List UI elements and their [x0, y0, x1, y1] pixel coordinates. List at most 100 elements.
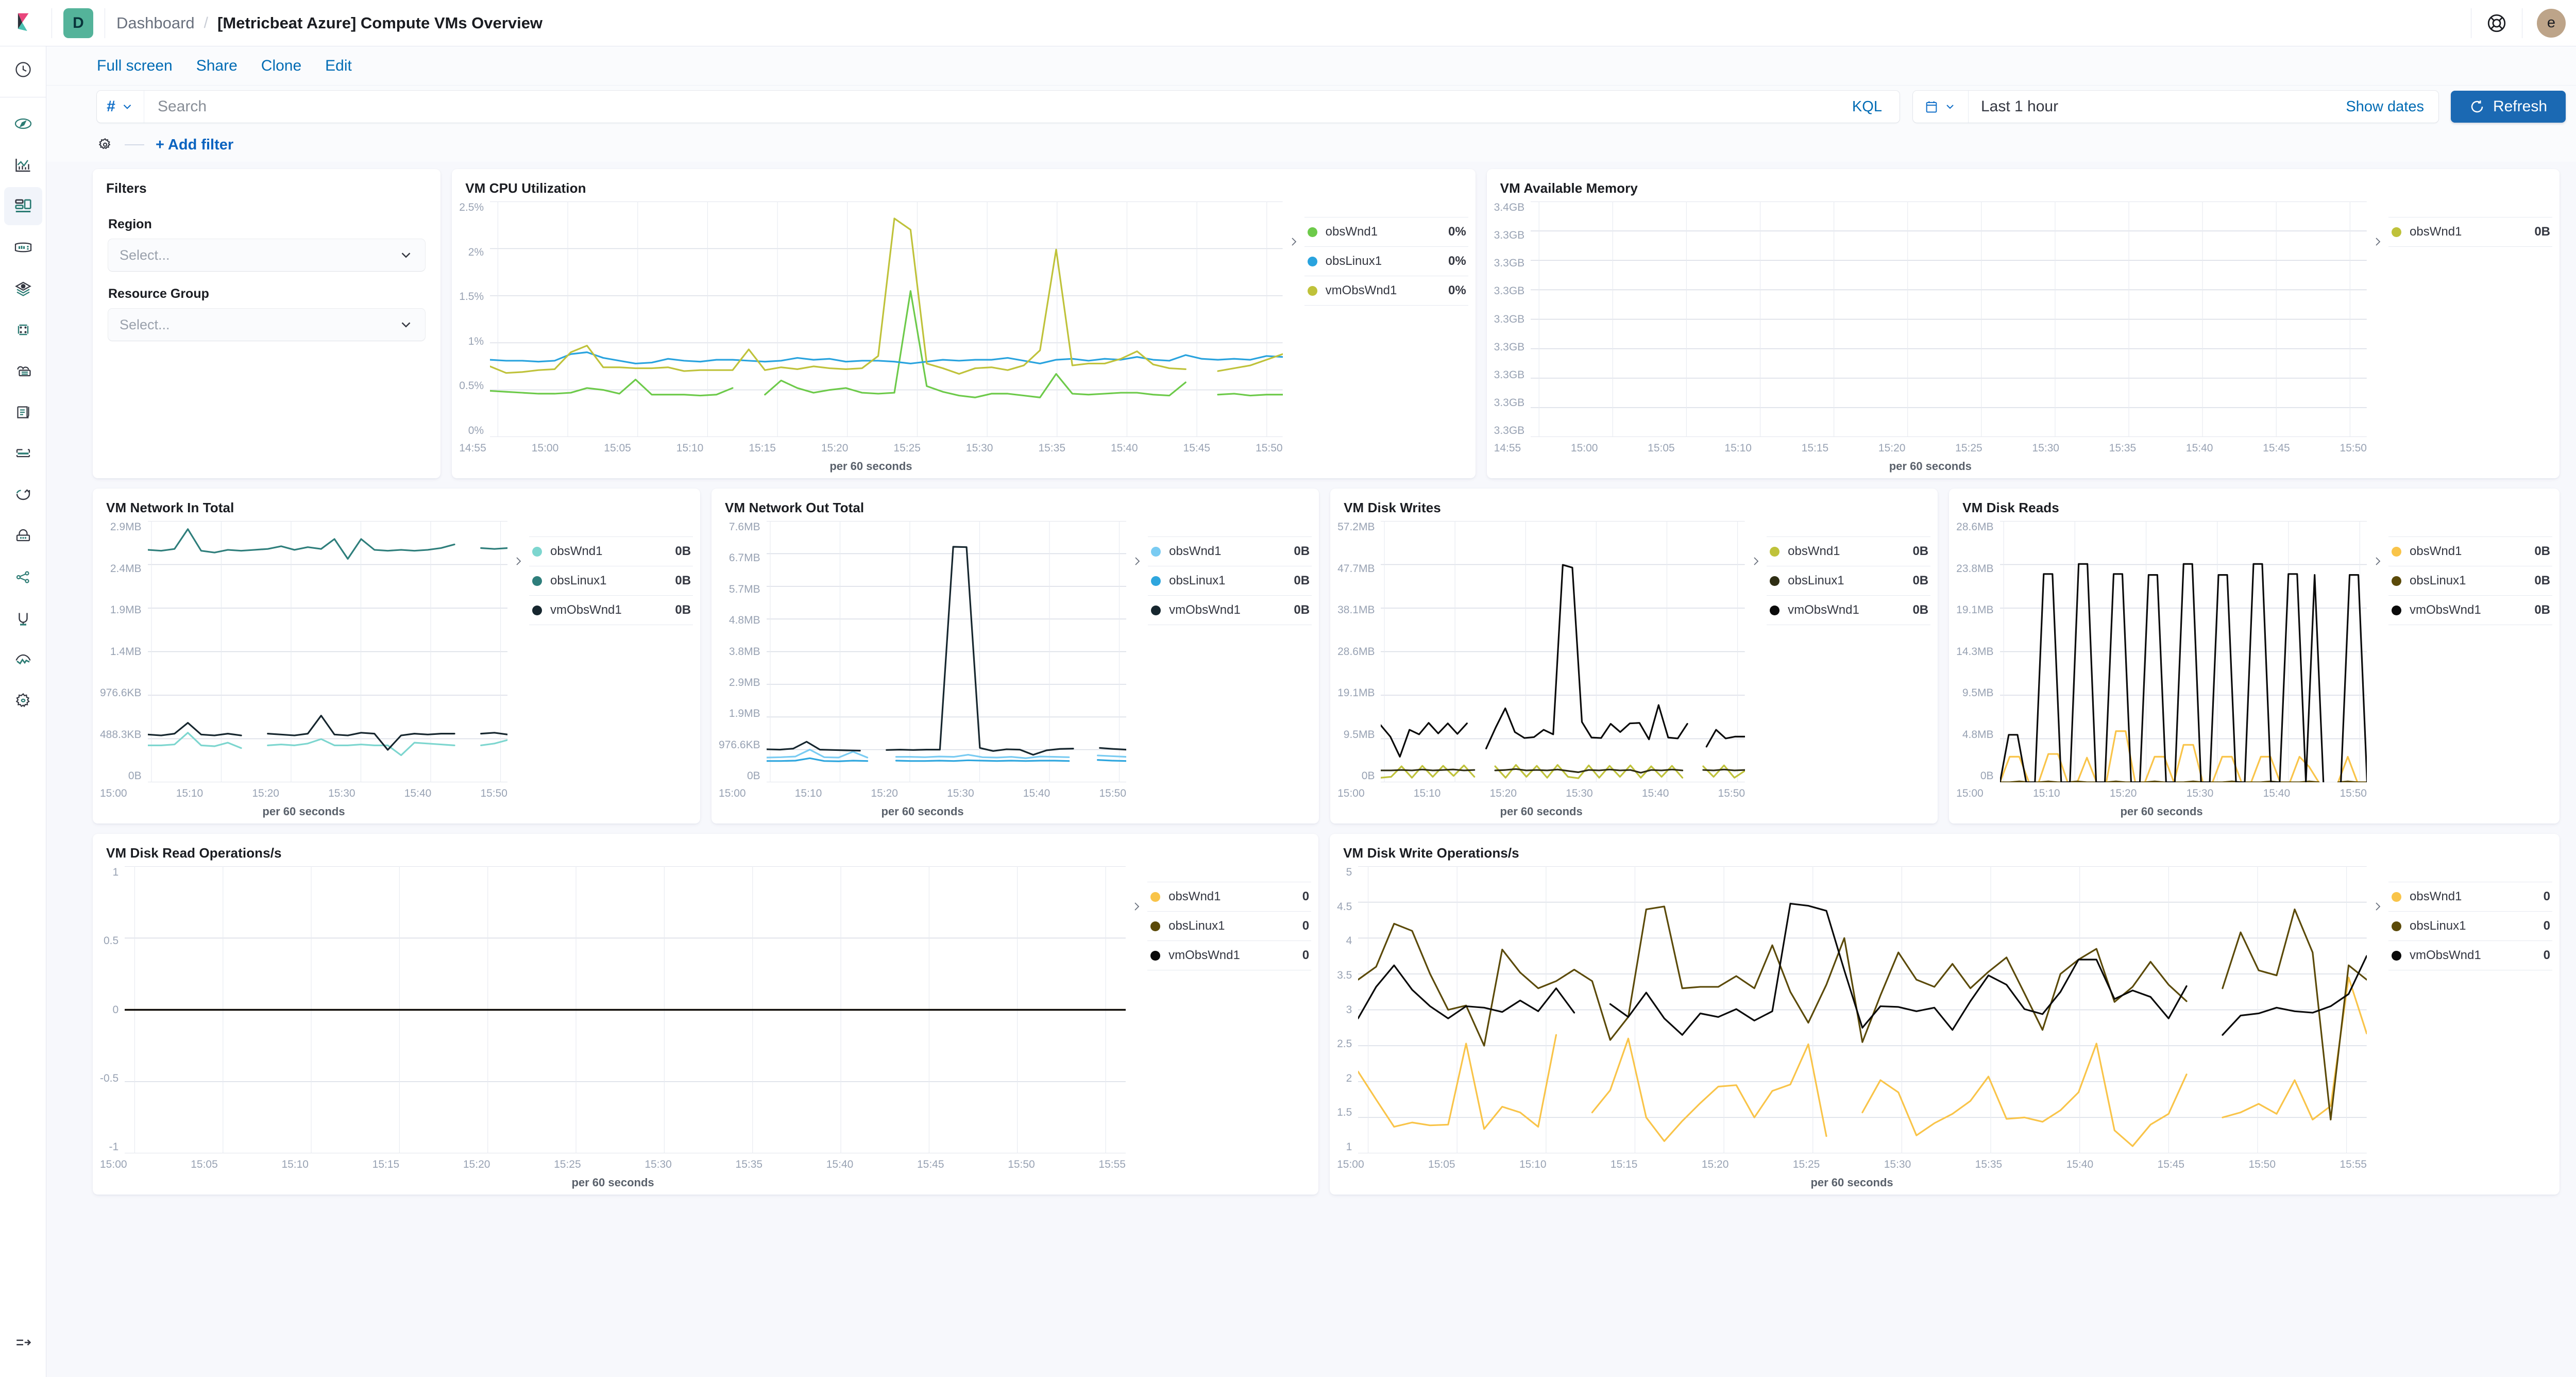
- legend-expand-chevron-icon[interactable]: [1745, 536, 1767, 567]
- legend-item[interactable]: obsLinux1 0B: [2388, 566, 2553, 596]
- legend-item[interactable]: obsLinux1 0: [2388, 912, 2552, 941]
- plot-area[interactable]: [125, 866, 1126, 1153]
- calendar-icon[interactable]: [1913, 91, 1969, 123]
- collapse-arrow-icon[interactable]: [4, 1323, 42, 1362]
- legend-expand-chevron-icon[interactable]: [2367, 217, 2388, 248]
- filter-settings-gear-icon[interactable]: [97, 137, 113, 153]
- series-line: [1381, 769, 1745, 773]
- sidebar-item-logs[interactable]: [4, 393, 42, 431]
- legend-item[interactable]: obsLinux1 0B: [1767, 566, 1931, 596]
- legend-item[interactable]: obsWnd1 0B: [1767, 536, 1931, 566]
- y-axis-tick: 4.8MB: [1962, 728, 1994, 741]
- sidebar-item-dashboard[interactable]: [4, 187, 42, 225]
- legend-item[interactable]: obsLinux1 0B: [529, 566, 693, 596]
- legend-expand-chevron-icon[interactable]: [1283, 217, 1304, 248]
- sidebar-item-recently-viewed[interactable]: [4, 51, 42, 89]
- legend-item[interactable]: vmObsWnd1 0B: [1767, 596, 1931, 625]
- sidebar-item-visualize[interactable]: [4, 146, 42, 184]
- help-lifebuoy-icon[interactable]: [2486, 12, 2507, 34]
- refresh-button[interactable]: Refresh: [2450, 91, 2566, 123]
- region-select[interactable]: Select...: [108, 239, 426, 271]
- y-axis-tick: 3.3GB: [1494, 368, 1525, 381]
- legend-item[interactable]: vmObsWnd1 0: [1147, 941, 1312, 970]
- plot-area[interactable]: [2000, 521, 2367, 782]
- plot-area[interactable]: [1531, 201, 2367, 437]
- legend-expand-chevron-icon[interactable]: [507, 536, 529, 567]
- legend: obsWnd1 0B obsLinux1 0B vmObsWnd1 0B: [1126, 521, 1312, 818]
- x-axis-tick: 15:50: [1718, 787, 1745, 799]
- legend-expand-chevron-icon[interactable]: [1126, 882, 1147, 913]
- x-axis-tick: 15:50: [2340, 442, 2367, 454]
- panel-title: VM Network In Total: [106, 500, 234, 515]
- dashboard-row-1: Filters Region Select... Resource Group …: [93, 169, 2560, 478]
- search-input[interactable]: [144, 98, 1835, 115]
- y-axis-tick: 488.3KB: [100, 728, 142, 741]
- chart-area: 28.6MB 23.8MB 19.1MB 14.3MB 9.5MB 4.8MB 0B: [1956, 521, 2367, 782]
- x-axis-tick: 15:10: [1519, 1158, 1547, 1170]
- visualization[interactable]: 2.5% 2% 1.5% 1% 0.5% 0% 14:55 15:00 15:05 15:10 15…: [459, 201, 1282, 473]
- legend-expand-chevron-icon[interactable]: [2367, 882, 2388, 913]
- x-axis-label: per 60 seconds: [881, 805, 964, 818]
- clone-button[interactable]: Clone: [261, 57, 302, 74]
- legend-item[interactable]: obsWnd1 0B: [529, 536, 693, 566]
- app-badge[interactable]: D: [63, 8, 93, 38]
- legend-item[interactable]: vmObsWnd1 0B: [2388, 596, 2553, 625]
- plot-area[interactable]: [1358, 866, 2367, 1153]
- legend-item[interactable]: obsWnd1 0B: [2388, 536, 2553, 566]
- elastic-logo-icon[interactable]: [11, 12, 40, 35]
- legend: obsWnd1 0B: [2367, 201, 2552, 473]
- show-dates-button[interactable]: Show dates: [2346, 98, 2424, 115]
- query-language-button[interactable]: KQL: [1852, 98, 1882, 115]
- legend-item[interactable]: vmObsWnd1 0: [2388, 941, 2552, 970]
- visualization[interactable]: 2.9MB 2.4MB 1.9MB 1.4MB 976.6KB 488.3KB 0B 15:0…: [100, 521, 507, 818]
- full-screen-button[interactable]: Full screen: [97, 57, 173, 74]
- legend-item[interactable]: vmObsWnd1 0B: [1148, 596, 1312, 625]
- breadcrumb-dashboard[interactable]: Dashboard: [116, 13, 195, 32]
- breadcrumb-separator: /: [204, 14, 208, 31]
- visualization[interactable]: 7.6MB 6.7MB 5.7MB 4.8MB 3.8MB 2.9MB 1.9MB 976.6…: [719, 521, 1126, 818]
- plot-area[interactable]: [1381, 521, 1745, 782]
- sidebar-item-uptime[interactable]: [4, 476, 42, 514]
- sidebar-item-maps[interactable]: [4, 270, 42, 308]
- legend-item[interactable]: obsWnd1 0: [2388, 882, 2552, 912]
- visualization[interactable]: 5 4.5 4 3.5 3 2.5 2 1.5 1 15:00 15:05 15:10 15:15 15:…: [1337, 866, 2367, 1189]
- visualization[interactable]: 28.6MB 23.8MB 19.1MB 14.3MB 9.5MB 4.8MB 0B 15:0…: [1956, 521, 2367, 818]
- sidebar-item-management[interactable]: [4, 682, 42, 720]
- legend-item[interactable]: obsLinux1 0B: [1148, 566, 1312, 596]
- sidebar-item-siem[interactable]: [4, 517, 42, 555]
- legend-item[interactable]: obsWnd1 0B: [2388, 217, 2552, 247]
- legend-item-value: 0%: [1448, 283, 1466, 297]
- plot-area[interactable]: [490, 201, 1283, 437]
- x-axis-tick: 15:05: [1648, 442, 1675, 454]
- visualization[interactable]: 1 0.5 0 -0.5 -1 15:00 15:05 15:10 15:15 15:20 15:2…: [100, 866, 1126, 1189]
- sidebar-item-dev-tools[interactable]: [4, 558, 42, 596]
- legend-item[interactable]: vmObsWnd1 0%: [1304, 276, 1468, 306]
- visualization[interactable]: 3.4GB 3.3GB 3.3GB 3.3GB 3.3GB 3.3GB 3.3GB 3.3GB…: [1494, 201, 2367, 473]
- legend-item[interactable]: vmObsWnd1 0B: [529, 596, 693, 625]
- visualization[interactable]: 57.2MB 47.7MB 38.1MB 28.6MB 19.1MB 9.5MB 0B 15:…: [1337, 521, 1745, 818]
- date-range-label[interactable]: Last 1 hour: [1980, 98, 2059, 115]
- sidebar-item-discover[interactable]: [4, 105, 42, 143]
- share-button[interactable]: Share: [196, 57, 238, 74]
- legend-item[interactable]: obsWnd1 0: [1147, 882, 1312, 912]
- index-pattern-hash-icon[interactable]: #: [97, 91, 144, 123]
- plot-area[interactable]: [148, 521, 507, 782]
- resource-group-select[interactable]: Select...: [108, 309, 426, 341]
- legend-expand-chevron-icon[interactable]: [2367, 536, 2388, 567]
- avatar[interactable]: e: [2537, 8, 2566, 38]
- sidebar-item-apm[interactable]: [4, 434, 42, 473]
- sidebar-item-monitoring[interactable]: [4, 599, 42, 637]
- sidebar-item-metrics[interactable]: [4, 641, 42, 679]
- legend-expand-chevron-icon[interactable]: [1126, 536, 1148, 567]
- x-axis-tick: 15:20: [1701, 1158, 1729, 1170]
- legend-item[interactable]: obsLinux1 0%: [1304, 247, 1468, 276]
- edit-button[interactable]: Edit: [325, 57, 352, 74]
- sidebar-item-canvas[interactable]: [4, 228, 42, 266]
- legend-item[interactable]: obsWnd1 0B: [1148, 536, 1312, 566]
- legend-item[interactable]: obsLinux1 0: [1147, 912, 1312, 941]
- sidebar-item-infrastructure[interactable]: [4, 352, 42, 390]
- plot-area[interactable]: [767, 521, 1126, 782]
- sidebar-item-machine-learning[interactable]: [4, 311, 42, 349]
- add-filter-button[interactable]: + Add filter: [156, 136, 234, 153]
- legend-item[interactable]: obsWnd1 0%: [1304, 217, 1468, 247]
